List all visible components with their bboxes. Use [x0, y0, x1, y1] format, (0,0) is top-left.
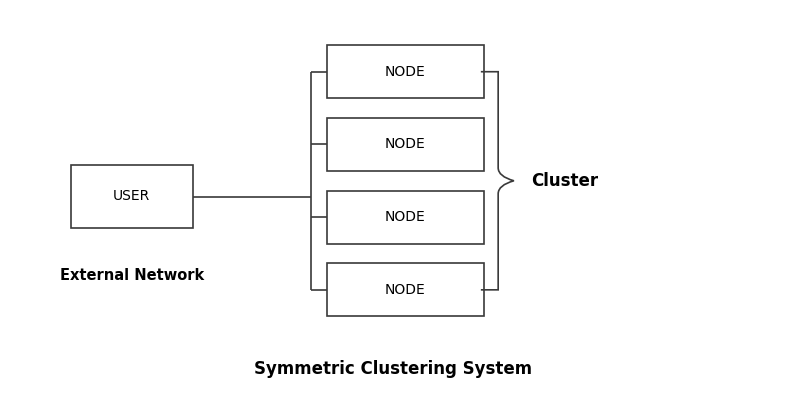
Text: External Network: External Network [60, 268, 205, 283]
Bar [327, 191, 484, 244]
Bar [327, 263, 484, 316]
Text: NODE: NODE [385, 65, 426, 79]
Text: Symmetric Clustering System: Symmetric Clustering System [254, 360, 533, 378]
Text: NODE: NODE [385, 138, 426, 151]
Bar [327, 45, 484, 98]
Text: USER: USER [113, 189, 150, 204]
Text: NODE: NODE [385, 210, 426, 224]
Text: Cluster: Cluster [531, 172, 598, 190]
Text: NODE: NODE [385, 283, 426, 297]
Bar [327, 118, 484, 171]
Bar [71, 165, 193, 228]
